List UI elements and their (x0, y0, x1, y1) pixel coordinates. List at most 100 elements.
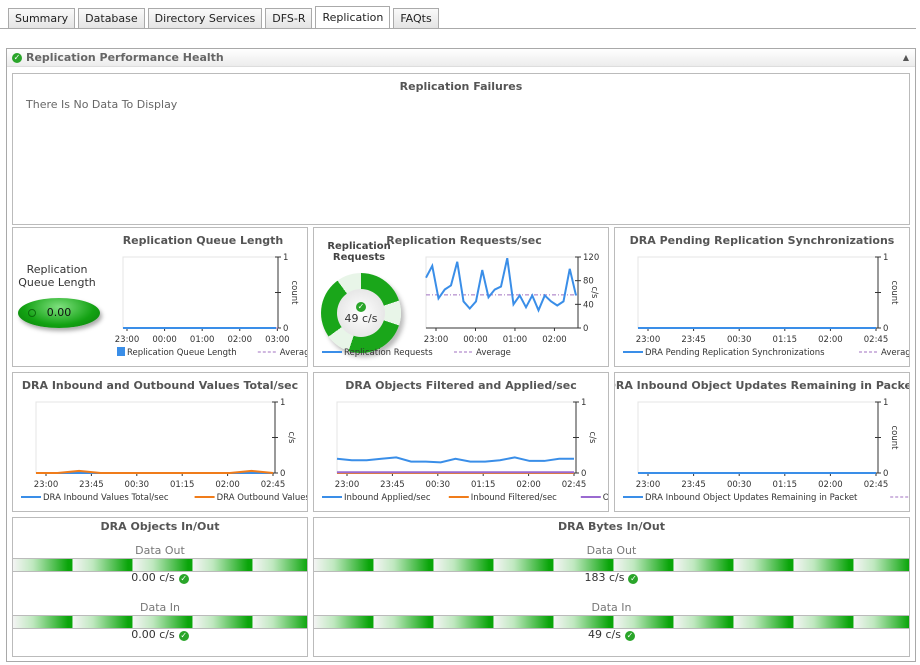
gauge-value: 49 c/s (344, 312, 378, 325)
plot-area (637, 256, 879, 329)
requests-gauge: ✓ 49 c/s (321, 273, 401, 353)
x-tick-label: 23:45 (380, 480, 405, 490)
data-in-band (314, 615, 909, 629)
gauge-label: Replication Requests (327, 241, 391, 263)
x-tick-label: 01:00 (503, 335, 528, 345)
chart-requests: Replication Requests/sec 0 40 80 120 c/s 23:00… (322, 234, 599, 358)
x-tick-label: 23:00 (34, 480, 59, 490)
replication-queue-card: Replication Queue Length 0.00 Replicatio… (12, 227, 308, 367)
data-in-label: Data In (140, 601, 180, 614)
legend-label: Inbound Applied/sec (344, 493, 431, 503)
y-tick-label: 0 (883, 469, 888, 479)
chart-title: Replication Requests/sec (386, 234, 542, 247)
tab-summary[interactable]: Summary (8, 8, 76, 28)
queue-gauge: 0.00 (18, 298, 100, 328)
legend-label: DRA Inbound Values Total/sec (43, 493, 169, 503)
bytes-inout-card: DRA Bytes In/Out Data Out 183 c/s ✓ Data … (313, 517, 910, 657)
collapse-icon[interactable]: ▲ (902, 53, 909, 62)
x-tick-label: 02:00 (228, 335, 253, 345)
check-circle-icon: ✓ (624, 631, 635, 641)
x-tick-label: 00:30 (727, 335, 752, 345)
legend-label: Replication Requests (344, 348, 433, 358)
no-data-message: There Is No Data To Display (26, 98, 178, 111)
legend-label: Outbound F (603, 493, 608, 503)
x-tick-label: 23:00 (424, 335, 449, 345)
legend-label: Average (476, 348, 511, 358)
chart-filtered: DRA Objects Filtered and Applied/sec 0 1 c/… (322, 379, 608, 503)
plot-area (637, 401, 879, 474)
tab-divider (0, 28, 916, 29)
replication-failures-card: Replication Failures There Is No Data To… (12, 73, 910, 225)
chart-title: DRA Inbound Object Updates Remaining in … (615, 379, 909, 392)
data-in-band (13, 615, 307, 629)
objects-inout-card: DRA Objects In/Out Data Out 0.00 c/s ✓ Da… (12, 517, 308, 657)
x-tick-label: 01:15 (170, 480, 195, 490)
x-tick-label: 02:00 (215, 480, 240, 490)
objects-filtered-applied-card: DRA Objects Filtered and Applied/sec 0 1 c/… (313, 372, 609, 512)
data-out-value: 183 c/s (584, 571, 625, 584)
legend-label: DRA Inbound Object Updates Remaining in … (645, 493, 858, 503)
y-axis-label: c/s (587, 432, 597, 445)
x-tick-label: 00:00 (152, 335, 177, 345)
y-tick-label: 1 (283, 253, 288, 263)
tab-directory-services[interactable]: Directory Services (147, 8, 263, 28)
gauge-value: 0.00 (46, 306, 72, 319)
x-tick-label: 02:00 (542, 335, 567, 345)
y-tick-label: 0 (280, 469, 285, 479)
x-tick-label: 02:45 (864, 480, 889, 490)
x-tick-label: 02:45 (562, 480, 587, 490)
tab-replication[interactable]: Replication (315, 6, 391, 28)
check-circle-icon: ✓ (356, 302, 366, 312)
check-circle-icon: ✓ (628, 574, 639, 584)
card-title: Replication Failures (399, 80, 523, 93)
panel-title: Replication Performance Health (26, 51, 224, 64)
x-tick-label: 00:00 (463, 335, 488, 345)
data-out-label: Data Out (135, 544, 185, 557)
x-tick-label: 23:00 (636, 335, 661, 345)
y-tick-label: 0 (581, 469, 586, 479)
x-tick-label: 00:30 (426, 480, 451, 490)
x-tick-label: 01:00 (190, 335, 215, 345)
series-line (425, 257, 577, 313)
data-in-value-row: 0.00 c/s ✓ (13, 628, 307, 641)
x-tick-label: 01:15 (773, 480, 798, 490)
chart-values: DRA Inbound and Outbound Values Total/se… (21, 379, 307, 503)
x-tick-label: 01:15 (773, 335, 798, 345)
legend-label: Inbound Filtered/sec (471, 493, 557, 503)
y-tick-label: 0 (583, 324, 588, 334)
updates-remaining-card: DRA Inbound Object Updates Remaining in … (614, 372, 910, 512)
x-tick-label: 01:15 (471, 480, 496, 490)
legend-label: Average (881, 348, 909, 358)
legend-label: Average (280, 348, 307, 358)
data-out-value-row: 0.00 c/s ✓ (13, 571, 307, 584)
replication-requests-card: Replication Requests ✓ 49 c/s Replication… (313, 227, 609, 367)
x-tick-label: 02:00 (516, 480, 541, 490)
plot-area (336, 401, 577, 474)
y-axis-label: count (289, 281, 299, 306)
panel-header[interactable]: ✓ Replication Performance Health ▲ (7, 49, 915, 67)
check-circle-icon: ✓ (12, 53, 22, 63)
legend-label: DRA Pending Replication Synchronizations (645, 348, 825, 358)
x-tick-label: 00:30 (125, 480, 150, 490)
pending-sync-card: DRA Pending Replication Synchronizations… (614, 227, 910, 367)
tab-dfs-r[interactable]: DFS-R (265, 8, 313, 28)
legend-swatch (117, 347, 125, 356)
y-axis-label: count (889, 426, 899, 451)
tab-database[interactable]: Database (78, 8, 145, 28)
tab-faqts[interactable]: FAQts (393, 8, 439, 28)
gauge-label: Replication Queue Length (18, 263, 96, 289)
y-tick-label: 1 (883, 253, 888, 263)
x-tick-label: 23:45 (681, 335, 706, 345)
plot-area (425, 256, 579, 329)
chart-title: DRA Pending Replication Synchronizations (630, 234, 895, 247)
x-tick-label: 02:45 (864, 335, 889, 345)
data-out-value: 0.00 c/s (131, 571, 175, 584)
chart-pending: DRA Pending Replication Synchronizations… (623, 234, 909, 358)
legend-label: Replication Queue Length (127, 348, 237, 358)
x-tick-label: 02:45 (261, 480, 286, 490)
chart-remaining: DRA Inbound Object Updates Remaining in … (615, 379, 909, 503)
chart-title: DRA Objects Filtered and Applied/sec (345, 379, 577, 392)
chart-title: Replication Queue Length (123, 234, 284, 247)
y-tick-label: 1 (883, 398, 888, 408)
data-out-band (314, 558, 909, 572)
